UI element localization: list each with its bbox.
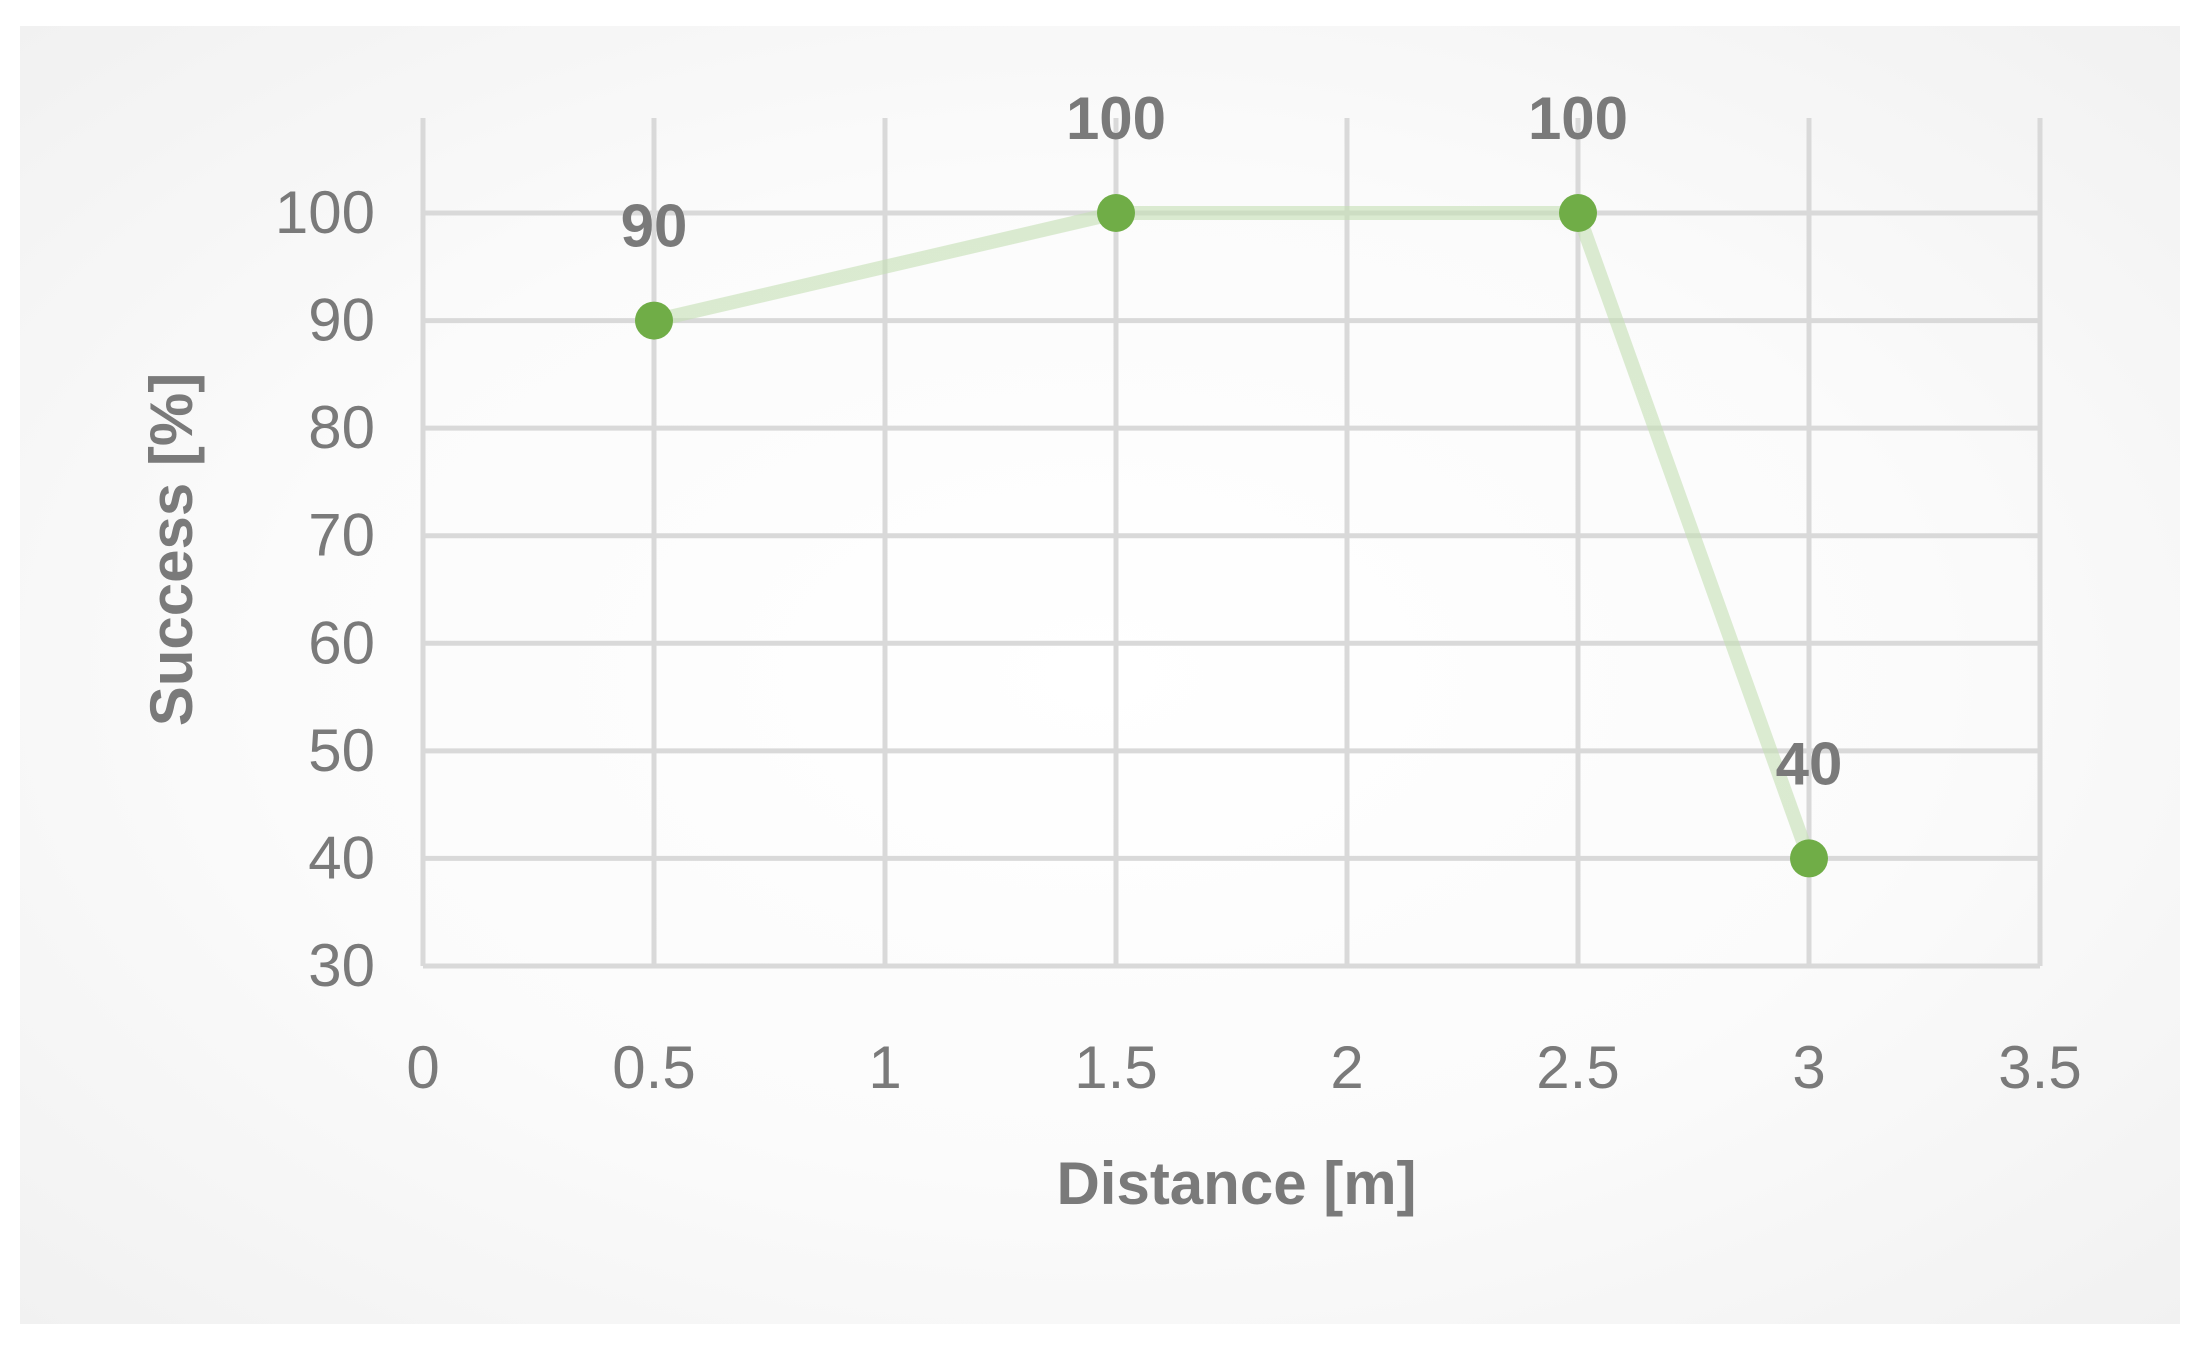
- y-axis-tick-labels: 30 40 50 60 70 80 90 100: [275, 179, 375, 999]
- y-tick-label-80: 80: [308, 394, 375, 461]
- y-tick-label-30: 30: [308, 932, 375, 999]
- data-label-1: 90: [621, 193, 688, 260]
- data-point-1: [635, 301, 673, 340]
- vertical-gridlines: [420, 118, 2043, 966]
- series-layer: 90 100 100 40: [621, 85, 1843, 878]
- x-tick-label-0: 0: [406, 1034, 439, 1101]
- x-tick-label-1.5: 1.5: [1074, 1034, 1157, 1101]
- y-axis-title: Success [%]: [138, 373, 205, 727]
- series-line: [652, 206, 1816, 861]
- y-tick-label-40: 40: [308, 824, 375, 891]
- data-point-4: [1790, 839, 1828, 878]
- y-tick-label-100: 100: [275, 179, 375, 246]
- horizontal-gridlines: [423, 210, 2040, 969]
- chart-area: 90 100 100 40 30 40 50 60 70 80 90 100 0 0.5 1 1.5 2 2.…: [20, 26, 2180, 1324]
- data-label-3: 100: [1528, 85, 1628, 152]
- x-tick-label-0.5: 0.5: [612, 1034, 695, 1101]
- y-tick-label-70: 70: [308, 502, 375, 569]
- x-axis-title: Distance [m]: [1056, 1150, 1416, 1217]
- x-tick-label-3.5: 3.5: [1998, 1034, 2081, 1101]
- y-tick-label-60: 60: [308, 609, 375, 676]
- data-label-2: 100: [1066, 85, 1166, 152]
- y-tick-label-90: 90: [308, 287, 375, 354]
- data-point-2: [1097, 194, 1135, 232]
- x-tick-label-1: 1: [868, 1034, 901, 1101]
- x-tick-label-2: 2: [1330, 1034, 1363, 1101]
- line-chart: 90 100 100 40 30 40 50 60 70 80 90 100 0 0.5 1 1.5 2 2.…: [138, 85, 2082, 1217]
- y-tick-label-50: 50: [308, 717, 375, 784]
- x-tick-label-3: 3: [1792, 1034, 1825, 1101]
- x-tick-label-2.5: 2.5: [1536, 1034, 1619, 1101]
- x-axis-tick-labels: 0 0.5 1 1.5 2 2.5 3 3.5: [406, 1034, 2081, 1101]
- data-label-4: 40: [1776, 730, 1843, 797]
- data-point-3: [1559, 194, 1597, 232]
